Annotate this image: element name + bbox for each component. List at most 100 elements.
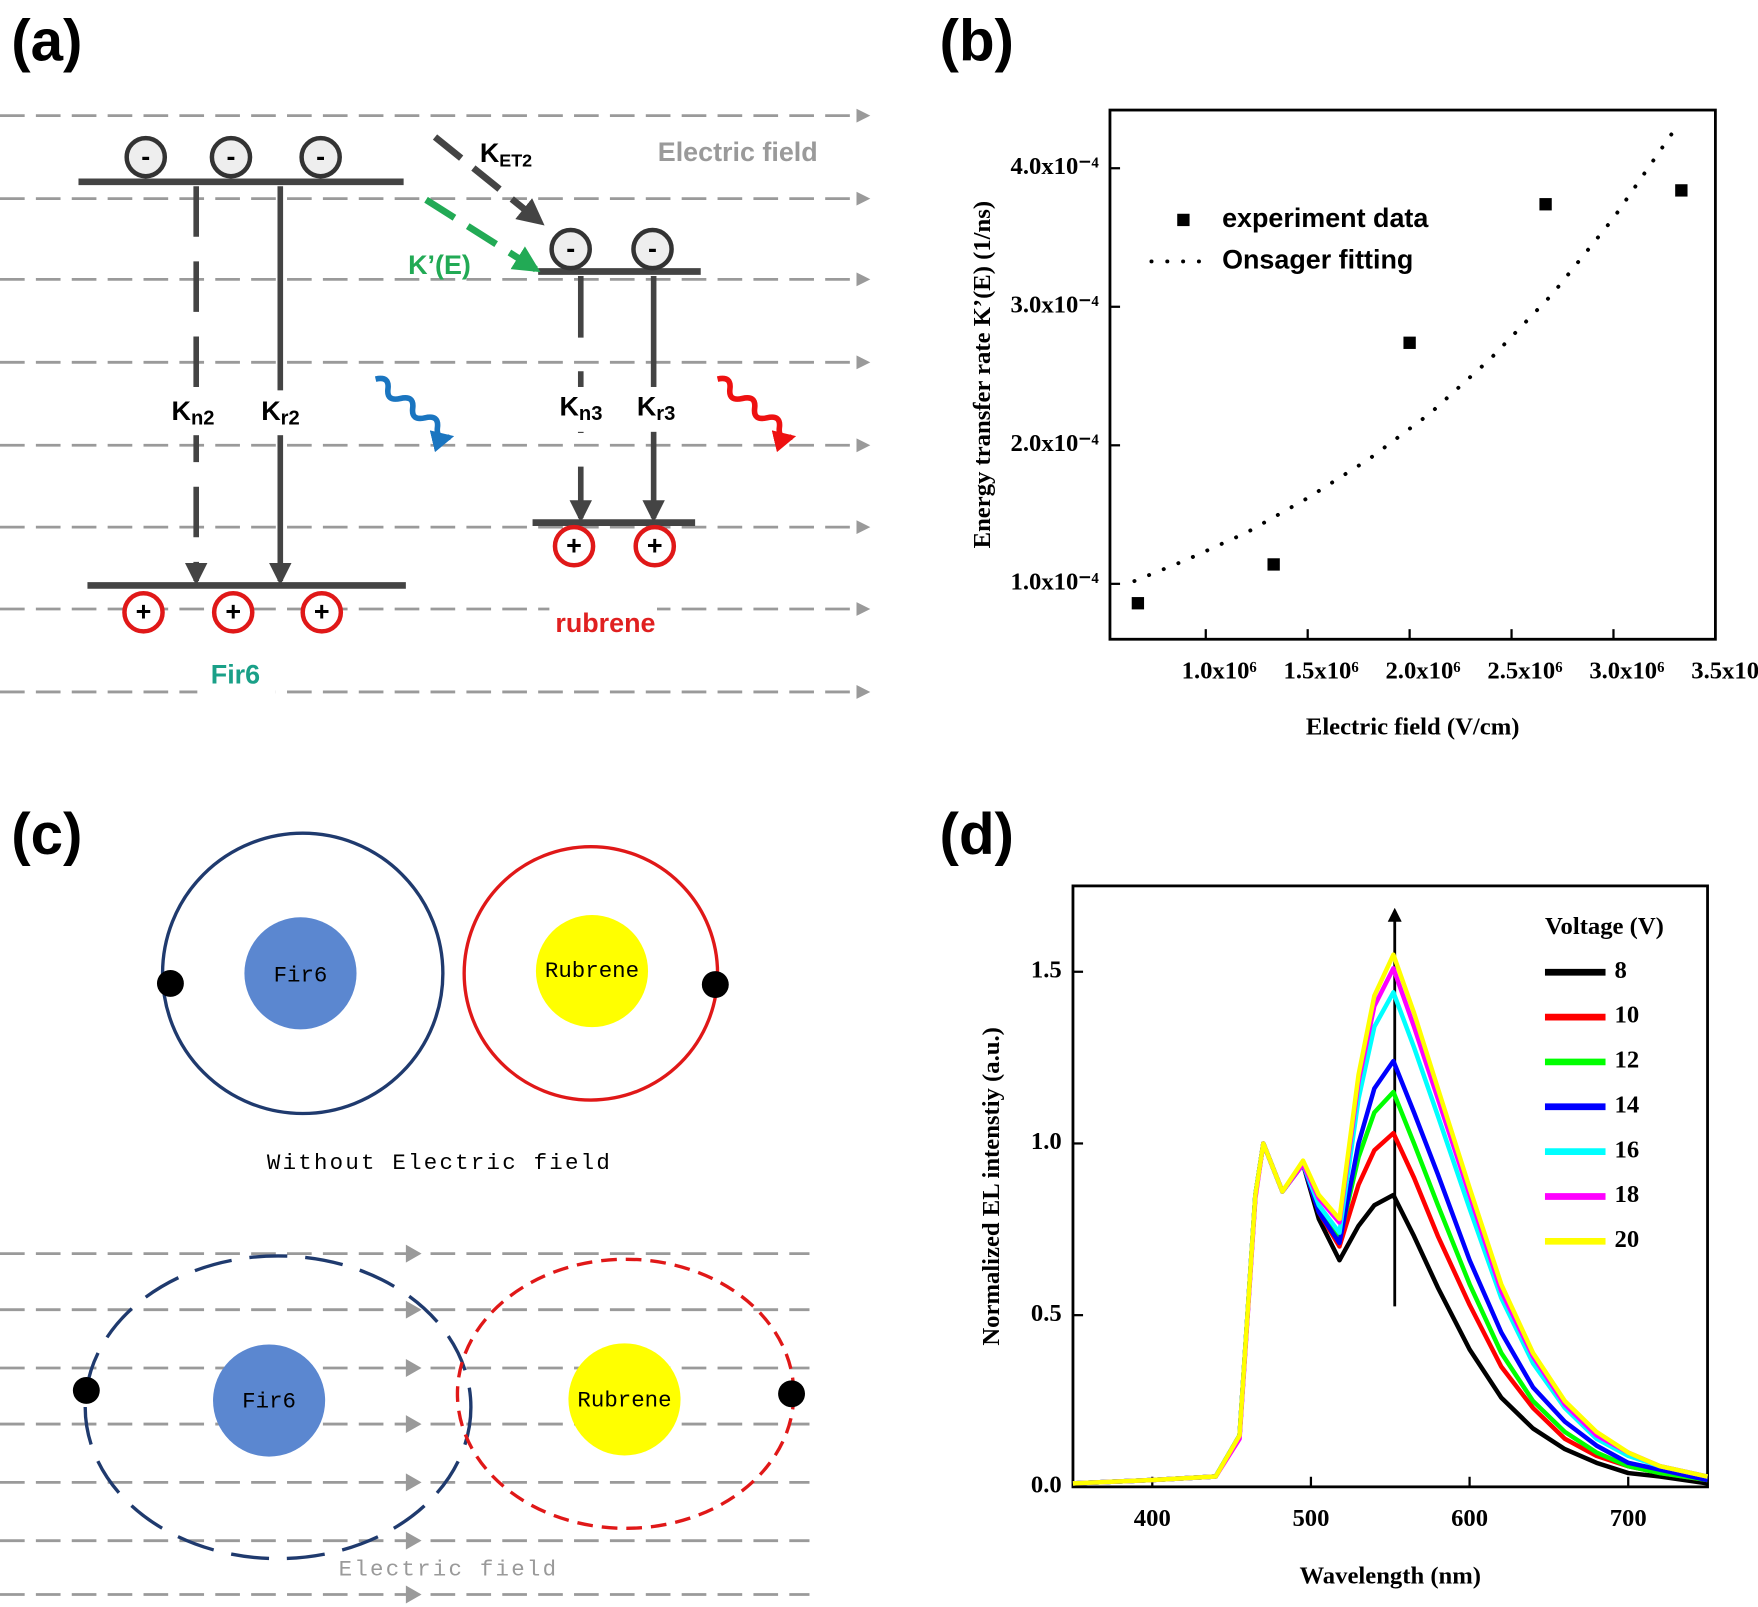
molecule	[244, 917, 357, 1030]
label-box	[554, 386, 612, 432]
x-tick-label: 3.0x10⁶	[1589, 658, 1664, 685]
field-label: Electric field	[658, 137, 818, 167]
x-tick-label: 1.0x10⁶	[1182, 658, 1257, 685]
rate-sub: n2	[191, 408, 215, 430]
legend-label: 10	[1614, 1002, 1639, 1029]
legend-label: experiment data	[1222, 203, 1429, 233]
panel-a: Electric field Kn2 Kr2 Kn3 Kr3 KET2 K’(E…	[0, 108, 871, 699]
y-axis-label: Energy transfer rate K’(E) (1/ns)	[969, 201, 996, 548]
x-tick-label: 3.5x10⁶	[1691, 658, 1758, 685]
x-tick-label: 600	[1451, 1505, 1488, 1532]
electron	[209, 135, 253, 179]
series-line	[1072, 952, 1709, 1486]
y-tick-label: 0.5	[1031, 1300, 1062, 1327]
orbit	[83, 1254, 473, 1561]
electron-sign: -	[226, 141, 235, 171]
panel-label: (d)	[940, 802, 1014, 867]
panel-label: (b)	[940, 8, 1014, 73]
electron	[124, 135, 168, 179]
rate-sub: n3	[579, 403, 603, 425]
transfer-arrow	[424, 196, 541, 273]
label-box	[630, 129, 846, 179]
rate-sub: r3	[656, 403, 675, 425]
molecule	[568, 1343, 681, 1456]
molecule-label: Fir6	[242, 1389, 296, 1415]
hole	[300, 591, 344, 634]
x-tick-label: 500	[1292, 1505, 1329, 1532]
electron	[549, 227, 592, 271]
y-tick-label: 4.0x10⁻⁴	[1011, 153, 1100, 180]
rate-sub: ET2	[499, 150, 532, 170]
electron	[701, 971, 729, 999]
electron-sign: -	[316, 141, 325, 171]
legend-label: 12	[1614, 1047, 1639, 1074]
charges: - - - - - + + + + +	[122, 135, 677, 634]
hole	[211, 591, 255, 634]
data-point	[1675, 184, 1688, 197]
rate-label: Kr3	[637, 391, 676, 425]
series-line	[1072, 1130, 1708, 1486]
rate-label: KET2	[480, 138, 532, 170]
x-tick-label: 700	[1610, 1505, 1647, 1532]
transfer-arrow	[432, 134, 545, 226]
electron	[299, 135, 342, 179]
electron-sign: -	[648, 233, 657, 263]
label-box	[253, 390, 310, 436]
y-tick-label: 3.0x10⁻⁴	[1011, 291, 1100, 318]
legend-label: 14	[1614, 1091, 1639, 1118]
label-box	[630, 386, 687, 432]
x-tick-label: 2.0x10⁶	[1385, 658, 1460, 685]
emission	[374, 375, 455, 453]
hole-sign: +	[225, 597, 241, 627]
plot-frame	[1071, 884, 1709, 1489]
hole	[552, 524, 596, 568]
data-point	[1539, 198, 1552, 211]
legend-label: Onsager fitting	[1222, 245, 1413, 275]
molecule-label: Fir6	[274, 963, 328, 989]
y-tick-label: 0.0	[1031, 1472, 1062, 1499]
rate-base: K	[261, 396, 281, 426]
label-box	[197, 653, 276, 699]
y-tick-label: 1.5	[1031, 956, 1062, 983]
y-tick-label: 1.0x10⁻⁴	[1011, 568, 1100, 595]
rate-label: Kn3	[559, 391, 602, 425]
x-axis-label: Electric field (V/cm)	[1306, 714, 1520, 741]
y-tick-label: 1.0	[1031, 1128, 1062, 1155]
caption: Electric field	[339, 1557, 559, 1583]
fit-line	[1132, 124, 1679, 584]
hole-sign: +	[314, 597, 330, 627]
panel-c: Fir6 Rubrene Without Electric field Fir6…	[0, 831, 810, 1604]
rate-sub: r2	[281, 408, 300, 430]
rate-base: K	[172, 396, 192, 426]
y-axis-label: Normalized EL intenstiy (a.u.)	[978, 1027, 1005, 1345]
x-tick-label: 2.5x10⁶	[1487, 658, 1562, 685]
data-point	[1267, 558, 1280, 571]
panel-label: (a)	[11, 8, 82, 73]
rate-base: K	[480, 138, 500, 168]
legend-label: 8	[1614, 957, 1626, 984]
electron	[72, 1376, 100, 1404]
legend-label: 16	[1614, 1136, 1639, 1163]
acceptor-label: rubrene	[555, 608, 655, 638]
hole	[633, 524, 677, 568]
series-line	[1072, 966, 1709, 1486]
panel-label: (c)	[11, 802, 82, 867]
data-point	[1403, 336, 1416, 349]
label-box	[549, 602, 658, 648]
molecule-label: Rubrene	[577, 1387, 671, 1413]
legend-label: 18	[1614, 1181, 1639, 1208]
molecule-label: Rubrene	[545, 958, 639, 984]
series-line	[1072, 1089, 1708, 1486]
rate-label: Kn2	[172, 396, 215, 430]
molecule	[535, 915, 649, 1028]
electron	[631, 227, 674, 271]
field-lines	[0, 1244, 810, 1604]
rate-label: Kr2	[261, 396, 300, 430]
electron-sign: -	[141, 141, 150, 171]
electron	[778, 1380, 806, 1408]
hole-sign: +	[136, 597, 152, 627]
rate-base: K	[637, 391, 657, 421]
series-line	[1072, 1058, 1709, 1486]
molecule	[213, 1344, 326, 1457]
